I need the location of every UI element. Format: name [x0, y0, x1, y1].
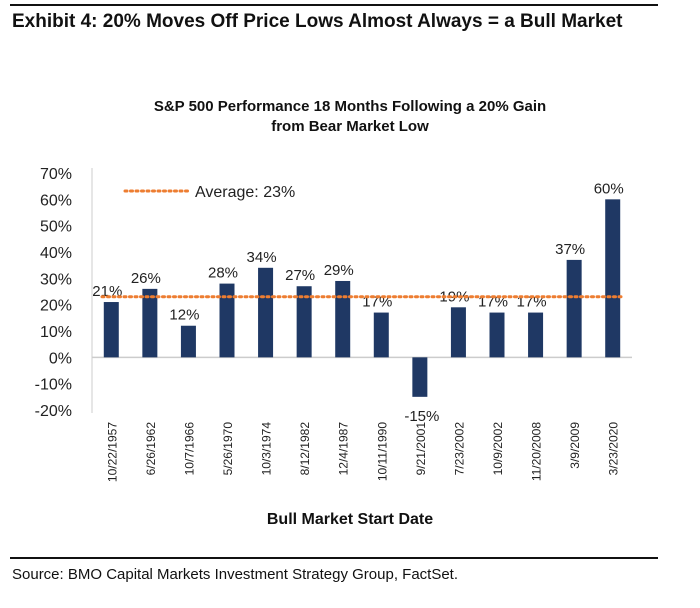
x-tick-label: 3/23/2020	[607, 422, 621, 476]
data-label: 28%	[208, 265, 238, 282]
x-tick-label: 6/26/1962	[144, 422, 158, 476]
data-label: 29%	[324, 262, 354, 279]
data-label: 27%	[285, 267, 315, 284]
bar	[180, 325, 196, 358]
x-tick-label: 3/9/2009	[568, 422, 582, 469]
bar	[605, 199, 621, 358]
x-tick-label: 5/26/1970	[221, 422, 235, 476]
x-tick-label: 9/21/2001	[414, 422, 428, 476]
x-tick-label: 10/22/1957	[105, 422, 119, 482]
y-tick-label: 50%	[40, 219, 72, 236]
y-tick-label: 20%	[40, 298, 72, 315]
x-axis-title: Bull Market Start Date	[267, 511, 433, 528]
x-tick-label: 7/23/2002	[452, 422, 466, 476]
data-label: 26%	[131, 270, 161, 287]
y-tick-label: 60%	[40, 192, 72, 209]
x-tick-label: 8/12/1982	[298, 422, 312, 476]
x-tick-label: 11/20/2008	[530, 422, 544, 481]
data-label: -15%	[404, 408, 439, 425]
bar	[450, 307, 466, 358]
x-tick-label: 12/4/1987	[337, 422, 351, 476]
bar	[335, 280, 351, 358]
y-tick-label: -20%	[35, 403, 72, 420]
exhibit-title: Exhibit 4: 20% Moves Off Price Lows Almo…	[12, 11, 623, 32]
y-tick-label: 40%	[40, 245, 72, 262]
bar	[528, 312, 544, 358]
y-tick-label: 0%	[49, 350, 72, 367]
bar	[296, 286, 312, 358]
bar	[566, 259, 582, 358]
data-label: 12%	[169, 307, 199, 324]
x-tick-label: 10/7/1966	[182, 422, 196, 476]
bar-chart: -20%-10%0%10%20%30%40%50%60%70%21%10/22/…	[35, 166, 632, 528]
x-tick-label: 10/3/1974	[260, 422, 274, 476]
bar	[258, 267, 274, 358]
bar	[103, 302, 119, 358]
y-tick-label: 70%	[40, 166, 72, 183]
bar	[412, 357, 428, 397]
source-note: Source: BMO Capital Markets Investment S…	[12, 566, 459, 583]
bar	[373, 312, 389, 358]
top-rule	[10, 4, 658, 6]
bottom-rule	[10, 557, 658, 559]
y-tick-label: 30%	[40, 271, 72, 288]
x-tick-label: 10/11/1990	[375, 422, 389, 481]
x-tick-label: 10/9/2002	[491, 422, 505, 476]
bar	[142, 288, 158, 358]
y-tick-label: 10%	[40, 324, 72, 341]
data-label: 60%	[594, 180, 624, 197]
chart-title: S&P 500 Performance 18 Months Following …	[153, 98, 547, 135]
bar	[219, 283, 235, 358]
data-label: 34%	[247, 249, 277, 266]
bar	[489, 312, 505, 358]
data-label: 37%	[555, 241, 585, 258]
y-tick-label: -10%	[35, 377, 72, 394]
legend-average-label: Average: 23%	[195, 184, 295, 201]
